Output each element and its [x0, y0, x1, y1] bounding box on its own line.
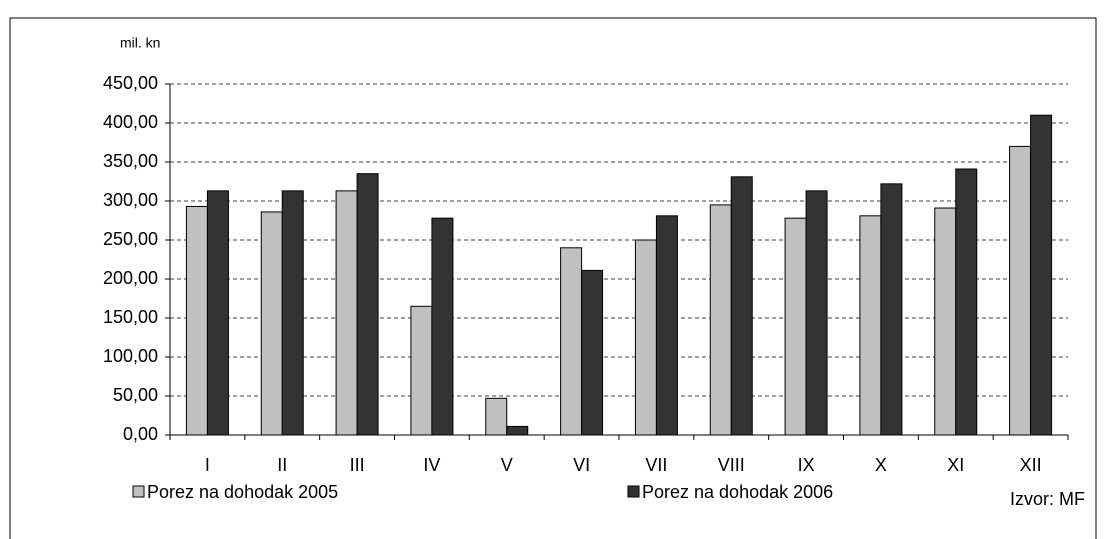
legend-swatch [132, 485, 145, 498]
y-tick-label: 50,00 [113, 385, 158, 405]
unit-label: mil. kn [120, 35, 160, 51]
x-tick-label: I [205, 455, 210, 475]
bar [634, 239, 657, 436]
x-tick-label: X [875, 455, 887, 475]
bar [955, 168, 978, 436]
y-tick-label: 100,00 [103, 346, 158, 366]
x-tick-label: VI [573, 455, 590, 475]
y-tick-label: 150,00 [103, 307, 158, 327]
bar [1030, 114, 1053, 436]
bar [356, 173, 379, 436]
bar [805, 190, 828, 436]
y-tick-label: 350,00 [103, 151, 158, 171]
bar [784, 217, 807, 436]
bar [730, 176, 753, 436]
x-tick-label: III [350, 455, 365, 475]
bar [859, 215, 882, 436]
bar [206, 190, 229, 436]
bar [485, 397, 508, 436]
x-tick-label: IX [798, 455, 815, 475]
x-tick-label: VII [645, 455, 667, 475]
bar [934, 207, 957, 436]
bar [185, 205, 208, 436]
x-tick-label: II [277, 455, 287, 475]
bar [281, 190, 304, 436]
y-tick-label: 250,00 [103, 229, 158, 249]
y-tick-label: 450,00 [103, 73, 158, 93]
bar [1009, 145, 1032, 436]
bar [655, 215, 678, 436]
bar [581, 269, 604, 436]
legend-label: Porez na dohodak 2005 [147, 482, 338, 502]
bar [560, 247, 583, 436]
bar [506, 425, 529, 436]
bar [260, 211, 283, 436]
y-tick-label: 300,00 [103, 190, 158, 210]
source-note: Izvor: MF [1010, 489, 1085, 509]
chart-frame [9, 17, 1097, 539]
x-tick-label: XI [947, 455, 964, 475]
legend-label: Porez na dohodak 2006 [642, 482, 833, 502]
y-tick-label: 200,00 [103, 268, 158, 288]
x-tick-label: VIII [718, 455, 745, 475]
y-tick-label: 0,00 [123, 424, 158, 444]
bar [709, 204, 732, 436]
x-tick-label: IV [423, 455, 440, 475]
bar [431, 217, 454, 436]
bar [335, 190, 358, 436]
bar [880, 183, 903, 436]
x-tick-label: V [501, 455, 513, 475]
x-tick-label: XII [1020, 455, 1042, 475]
legend-swatch [627, 485, 640, 498]
bar [410, 305, 433, 436]
y-tick-label: 400,00 [103, 112, 158, 132]
